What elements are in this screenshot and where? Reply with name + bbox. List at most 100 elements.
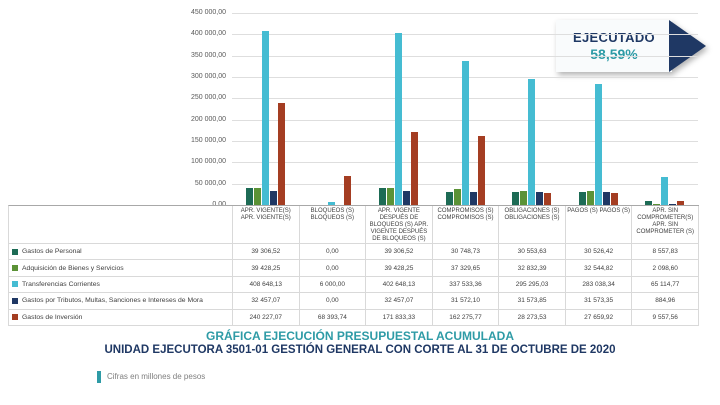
bar	[653, 204, 661, 205]
table-cell: 28 273,53	[499, 309, 566, 326]
bar	[544, 192, 552, 205]
y-tick-label: 100 000,00	[190, 158, 226, 166]
gridline	[232, 55, 698, 57]
series-label: Gastos de Personal	[9, 244, 233, 261]
gridline	[232, 13, 698, 14]
table-cell: 31 573,35	[565, 293, 633, 310]
category-axis-label: APR. VIGENTE DESPUÉS DE BLOQUEOS (S) APR…	[366, 206, 433, 244]
ejecutado-banner: EJECUTADO 58,59%	[556, 20, 706, 72]
y-tick-label: 300 000,00	[190, 73, 226, 80]
table-cell: 30 526,42	[565, 244, 633, 261]
bar	[445, 191, 453, 205]
bar	[520, 191, 528, 205]
table-cell: 2 098,60	[632, 260, 699, 277]
category-axis-label: APR. VIGENTE(S) APR. VIGENTE(S)	[233, 206, 300, 244]
table-cell: 162 275,77	[432, 309, 500, 326]
table-cell: 337 533,36	[432, 276, 500, 294]
bar	[594, 84, 602, 205]
series-name: Gastos por Tributos, Multas, Sanciones e…	[22, 297, 203, 305]
bar	[677, 200, 685, 205]
bar	[661, 177, 669, 205]
y-tick-label: 200 000,00	[190, 115, 226, 123]
bar	[586, 191, 594, 205]
banner-label: EJECUTADO	[573, 30, 655, 45]
category-axis-label: BLOQUEOS (S) BLOQUEOS (S)	[299, 206, 367, 244]
chart-subtitle: GRÁFICA EJECUCIÓN PRESUPUESTAL ACUMULADA	[205, 329, 514, 343]
legend-key-icon	[12, 314, 18, 321]
y-tick-label: 150 000,00	[190, 137, 226, 144]
category-axis-label: OBLIGACIONES (S) OBLIGACIONES (S)	[499, 206, 566, 244]
table-cell: 32 457,07	[366, 293, 433, 310]
bar	[512, 191, 520, 205]
bar	[602, 191, 610, 205]
bar	[469, 191, 477, 205]
series-name: Gastos de Inversión	[22, 313, 83, 321]
bar	[645, 201, 653, 205]
bar	[477, 135, 485, 205]
bar	[402, 191, 410, 205]
table-cell: 68 393,74	[299, 309, 367, 326]
bar	[277, 102, 285, 205]
table-cell: 39 428,25	[366, 260, 433, 277]
table-cell: 8 557,83	[632, 244, 699, 261]
bar	[378, 188, 386, 205]
y-tick-label: 400 000,00	[190, 30, 226, 38]
footnote: Cifras en millones de pesos	[97, 371, 205, 383]
table-cell: 39 306,52	[366, 244, 433, 261]
y-axis: 450 000,00 400 000,00 350 000,00 300 000,00…	[150, 9, 226, 208]
table-cell: 30 553,63	[499, 244, 566, 261]
table-cell: 39 428,25	[233, 260, 300, 277]
table-cell: 0,00	[299, 260, 367, 277]
bar	[386, 188, 394, 205]
bar	[394, 33, 402, 205]
table-cell: 37 329,65	[432, 260, 500, 277]
bar	[669, 204, 677, 205]
legend-key-icon	[12, 248, 18, 255]
table-cell: 0,00	[299, 293, 367, 310]
y-tick-label: 0,00	[212, 201, 226, 208]
table-cell: 31 572,10	[432, 293, 500, 310]
bar	[253, 188, 261, 205]
table-cell: 30 748,73	[432, 244, 500, 261]
y-tick-label: 350 000,00	[190, 51, 226, 59]
series-name: Gastos de Personal	[22, 248, 82, 256]
table-cell: 31 573,85	[499, 293, 566, 310]
legend-key-icon	[12, 297, 18, 304]
y-tick-label: 250 000,00	[190, 94, 226, 102]
gridline	[232, 34, 698, 36]
bar	[453, 189, 461, 205]
table-cell: 39 306,52	[233, 244, 300, 261]
table-corner	[9, 206, 233, 244]
series-label: Gastos de Inversión	[9, 309, 233, 326]
table-cell: 65 114,77	[632, 276, 699, 294]
page-title: UNIDAD EJECUTORA 3501-01 GESTIÓN GENERAL…	[104, 344, 616, 356]
table-cell: 402 648,13	[366, 276, 433, 294]
banner-body: EJECUTADO 58,59%	[556, 20, 672, 72]
table-cell: 32 832,39	[499, 260, 566, 277]
banner-value: 58,59%	[590, 46, 638, 62]
table-cell: 171 833,33	[366, 309, 433, 326]
table-cell: 295 295,03	[499, 276, 566, 294]
y-tick-label: 50 000,00	[194, 179, 226, 187]
series-label: Adquisición de Bienes y Servicios	[9, 260, 233, 277]
table-cell: 283 038,34	[565, 276, 633, 294]
table-cell: 32 457,07	[233, 293, 300, 310]
series-label: Transferencias Corrientes	[9, 276, 233, 294]
bar	[410, 131, 418, 205]
bar	[245, 188, 253, 205]
bar	[344, 175, 352, 205]
category-axis-label: COMPROMISOS (S) COMPROMISOS (S)	[432, 206, 500, 244]
series-label: Gastos por Tributos, Multas, Sanciones e…	[9, 293, 233, 310]
table-cell: 240 227,07	[233, 309, 300, 326]
legend-key-icon	[12, 265, 18, 272]
y-tick-label: 450 000,00	[190, 9, 226, 16]
category-axis-label: APR. SIN COMPROMETER(S) APR. SIN COMPROM…	[632, 206, 699, 244]
bar	[528, 79, 536, 205]
table-cell: 884,96	[632, 293, 699, 310]
table-cell: 6 000,00	[299, 276, 367, 294]
bar	[610, 193, 618, 205]
bar	[536, 191, 544, 205]
plot-area	[232, 13, 698, 206]
category-axis-label: PAGOS (S) PAGOS (S)	[565, 206, 633, 244]
